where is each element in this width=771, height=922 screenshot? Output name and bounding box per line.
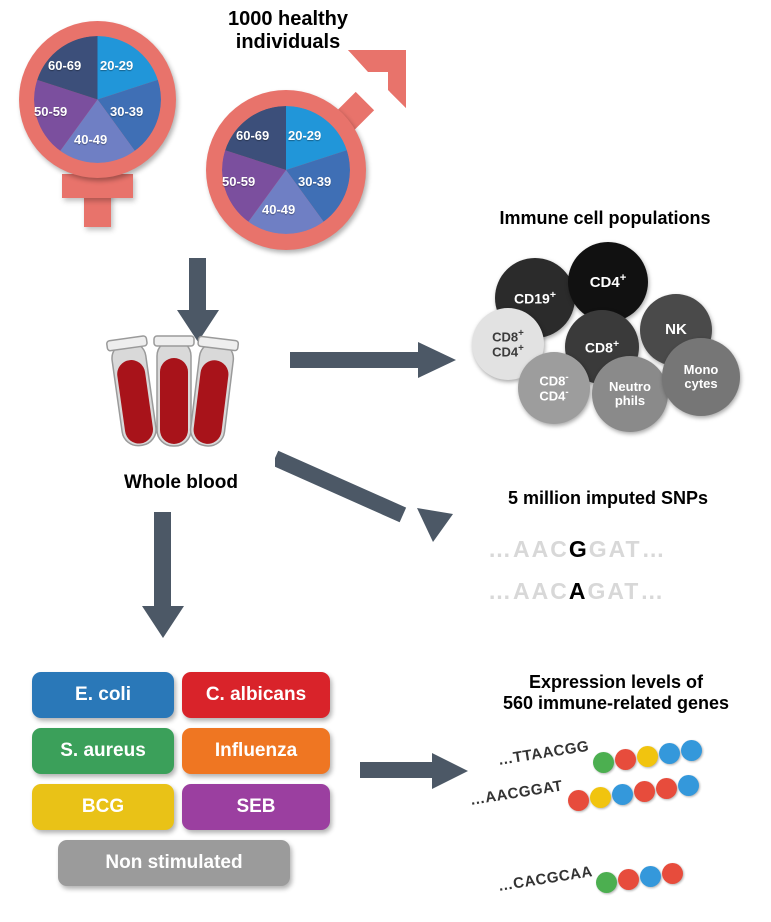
expression-strand-2-bead-4 (634, 781, 655, 802)
female-age-60-69: 60-69 (48, 58, 82, 73)
expression-strand-2-bead-2 (590, 787, 611, 808)
whole-blood-label: Whole blood (124, 472, 238, 493)
arrow-blood-to-stimuli (142, 512, 184, 638)
expression-strand-2-bead-3 (612, 784, 633, 805)
expression-title-line2: 560 immune-related genes (502, 692, 730, 713)
snp-seq1-prefix: …AAC (488, 536, 569, 562)
stimulus-seb-label: SEB (236, 796, 276, 817)
stimulus-influenza[interactable]: Influenza (182, 728, 330, 774)
stimulus-e-coli-label: E. coli (75, 684, 131, 705)
stimulus-c-albicans[interactable]: C. albicans (182, 672, 330, 718)
snp-sequence-2: …AACAGAT… (488, 578, 665, 605)
snp-seq2-suffix: GAT… (587, 578, 666, 604)
stimulus-e-coli[interactable]: E. coli (32, 672, 174, 718)
stimulus-non-stimulated-label: Non stimulated (105, 852, 243, 873)
immune-cell-cd8cd4-dp-label: CD8+ CD4+ (492, 328, 524, 360)
arrow-blood-to-immune (290, 342, 456, 378)
female-pie-slices (34, 36, 161, 163)
expression-strand-1-bead-3 (637, 746, 658, 767)
arrow-cohort-to-blood (177, 258, 219, 342)
female-age-40-49: 40-49 (74, 132, 108, 147)
blood-tubes (106, 335, 240, 447)
expression-strand-3-bead-1 (596, 872, 617, 893)
snp-seq1-highlight: G (568, 536, 589, 562)
stimulus-bcg[interactable]: BCG (32, 784, 174, 830)
immune-cell-nk-label: NK (665, 321, 687, 339)
expression-title: Expression levels of 560 immune-related … (468, 672, 764, 713)
immune-cell-cd8-label: CD8+ (584, 337, 620, 356)
female-stem-horizontal (62, 174, 133, 198)
snp-seq2-prefix: …AAC (488, 578, 569, 604)
stimulus-influenza-label: Influenza (214, 740, 298, 761)
cohort-title: 1000 healthy individuals (168, 8, 408, 54)
snp-title: 5 million imputed SNPs (507, 488, 709, 508)
stimulus-c-albicans-label: C. albicans (205, 684, 307, 705)
stimulus-s-aureus[interactable]: S. aureus (32, 728, 174, 774)
stimulus-s-aureus-label: S. aureus (60, 740, 146, 761)
immune-cell-monocytes: Mono cytes (662, 338, 740, 416)
expression-strand-1-seq: …TTAACGG (496, 737, 591, 769)
immune-cell-cd8cd4-dn: CD8- CD4- (518, 352, 590, 424)
immune-cell-monocytes-label: Mono cytes (683, 362, 719, 391)
female-age-50-59: 50-59 (34, 104, 68, 119)
female-age-30-39: 30-39 (110, 104, 144, 119)
immune-cell-cd4-label: CD4+ (589, 272, 627, 292)
expression-strand-1-bead-2 (615, 749, 636, 770)
snp-seq2-highlight: A (568, 578, 588, 604)
arrow-blood-to-snp (275, 450, 453, 542)
stimulus-seb[interactable]: SEB (182, 784, 330, 830)
expression-strand-2-seq: …AACGGAT (468, 777, 564, 809)
immune-title: Immune cell populations (499, 208, 711, 228)
expression-title-line1: Expression levels of (528, 672, 704, 692)
stimulus-bcg-label: BCG (81, 796, 125, 817)
expression-strand-3-bead-2 (618, 869, 639, 890)
immune-cell-cd4: CD4+ (568, 242, 648, 322)
cohort-title-line1: 1000 healthy (227, 8, 349, 30)
expression-strand-1-bead-5 (681, 740, 702, 761)
female-symbol: 20-29 30-39 40-49 50-59 60-69 (10, 12, 185, 232)
immune-cell-neutrophils-label: Neutro phils (609, 379, 651, 408)
stimulus-non-stimulated[interactable]: Non stimulated (58, 840, 290, 886)
female-age-20-29: 20-29 (100, 58, 134, 73)
male-age-60-69: 60-69 (236, 128, 270, 143)
immune-cell-cd8cd4-dp: CD8+ CD4+ (472, 308, 544, 380)
arrow-stimuli-to-expression (360, 753, 468, 789)
expression-strand-3-seq: …CACGCAA (496, 863, 594, 895)
male-pie (222, 106, 350, 234)
male-age-30-39: 30-39 (298, 174, 332, 189)
cohort-title-line2: individuals (235, 31, 341, 53)
male-pie-slices (222, 106, 350, 234)
expression-strand-2-bead-6 (678, 775, 699, 796)
male-symbol: 20-29 30-39 40-49 50-59 60-69 (200, 40, 420, 255)
immune-cell-cd19-label: CD19+ (514, 288, 556, 307)
male-age-20-29: 20-29 (288, 128, 322, 143)
snp-sequence-1: …AACGGAT… (488, 536, 667, 563)
immune-cell-neutrophils: Neutro phils (592, 356, 668, 432)
male-age-50-59: 50-59 (222, 174, 256, 189)
immune-cell-cd8cd4-dn-label: CD8- CD4- (539, 372, 569, 404)
snp-seq1-suffix: GAT… (588, 536, 667, 562)
male-age-40-49: 40-49 (262, 202, 296, 217)
female-pie (34, 36, 161, 163)
expression-strand-1-bead-4 (659, 743, 680, 764)
expression-strand-3-bead-4 (662, 863, 683, 884)
expression-strand-2-bead-5 (656, 778, 677, 799)
expression-strand-2-bead-1 (568, 790, 589, 811)
expression-strand-3-bead-3 (640, 866, 661, 887)
expression-strand-1-bead-1 (593, 752, 614, 773)
